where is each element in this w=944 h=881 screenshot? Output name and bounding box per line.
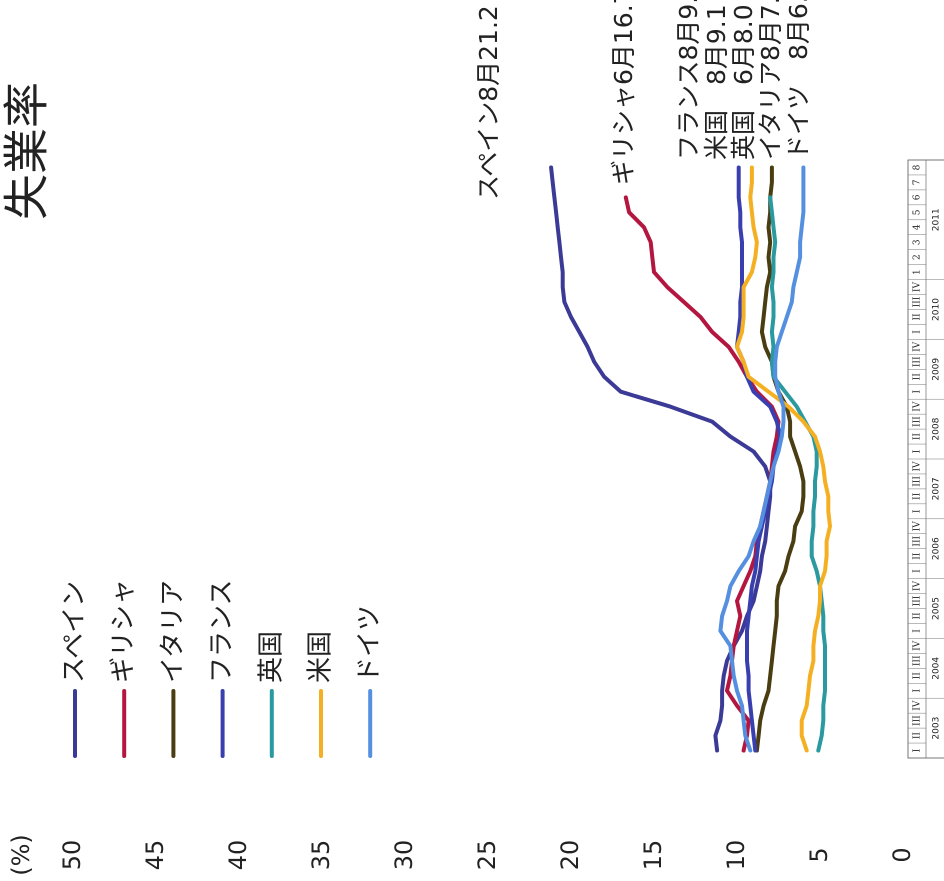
x-tick-label: IV: [913, 640, 923, 651]
year-label: 2008: [932, 417, 942, 440]
x-tick-label: 6: [913, 194, 923, 200]
x-tick-label: III: [913, 296, 923, 307]
x-tick-label: IV: [913, 401, 923, 412]
y-tick-label: 5: [805, 847, 833, 862]
x-tick-label: 8: [913, 164, 923, 170]
y-tick-label: 15: [639, 840, 667, 871]
year-label: 2006: [932, 537, 942, 560]
x-tick-label: IV: [913, 461, 923, 472]
x-tick-label: III: [913, 416, 923, 427]
y-tick-label: 10: [722, 840, 750, 871]
x-tick-label: 4: [913, 224, 923, 230]
year-label: 2005: [932, 597, 942, 620]
y-tick-label: 30: [390, 840, 418, 871]
year-label: 2010: [932, 298, 942, 321]
legend-label: 英国: [256, 631, 286, 683]
x-tick-label: II: [913, 672, 923, 680]
end-label: 米国 8月9.1: [702, 4, 731, 160]
x-tick-label: I: [913, 689, 923, 693]
y-tick-label: 40: [224, 840, 252, 871]
end-label: イタリア8月7.9: [756, 0, 785, 160]
legend-label: ドイツ: [355, 605, 385, 683]
series-line: [754, 165, 806, 753]
legend-label: 米国: [306, 631, 336, 683]
year-label: 2009: [932, 358, 942, 381]
x-tick-label: II: [913, 612, 923, 620]
end-label: スペイン8月21.2: [474, 5, 503, 200]
end-label: ドイツ 8月6.0: [784, 0, 813, 160]
series-line: [768, 195, 827, 753]
x-tick-label: II: [913, 373, 923, 381]
chart-title: 失業率: [0, 82, 54, 220]
x-tick-label: II: [913, 492, 923, 500]
end-label: フランス8月9.9: [674, 0, 703, 160]
y-tick-label: 20: [556, 840, 584, 871]
y-tick-label: 35: [307, 840, 335, 871]
x-tick-label: II: [913, 313, 923, 321]
y-tick-label: 25: [473, 840, 501, 871]
series-line: [735, 165, 832, 753]
legend-label: イタリア: [158, 580, 188, 683]
x-tick-label: III: [913, 476, 923, 487]
x-tick-label: IV: [913, 581, 923, 592]
x-tick-label: 2: [913, 254, 923, 260]
year-label: 2003: [932, 717, 942, 740]
x-tick-label: IV: [913, 282, 923, 293]
x-tick-label: I: [913, 390, 923, 394]
x-tick-label: II: [913, 552, 923, 560]
x-tick-label: IV: [913, 521, 923, 532]
x-tick-label: IV: [913, 341, 923, 352]
year-label: 2004: [932, 657, 942, 680]
year-label: 2007: [932, 477, 942, 500]
legend-label: フランス: [207, 580, 237, 683]
x-tick-label: III: [913, 715, 923, 726]
x-tick-label: I: [913, 569, 923, 573]
x-tick-label: 5: [913, 209, 923, 215]
x-tick-label: 1: [913, 269, 923, 275]
x-tick-label: II: [913, 433, 923, 441]
x-tick-label: III: [913, 655, 923, 666]
x-tick-label: I: [913, 330, 923, 334]
x-tick-label: I: [913, 449, 923, 453]
series-line: [718, 165, 806, 753]
end-label: ギリシャ6月16.7: [609, 0, 638, 185]
end-label: 英国 6月8.0: [729, 4, 758, 160]
x-tick-label: I: [913, 509, 923, 513]
legend-label: ギリシャ: [109, 579, 139, 683]
x-tick-label: I: [913, 629, 923, 633]
x-tick-label: III: [913, 535, 923, 546]
legend-label: スペイン: [60, 581, 90, 683]
y-tick-label: 45: [141, 840, 169, 871]
y-axis-label: (%): [7, 834, 35, 876]
x-tick-label: III: [913, 595, 923, 606]
x-tick-label: II: [913, 732, 923, 740]
x-tick-label: III: [913, 356, 923, 367]
y-tick-label: 0: [888, 847, 916, 862]
x-tick-label: I: [913, 748, 923, 752]
x-tick-label: 3: [913, 239, 923, 245]
y-tick-label: 50: [58, 840, 86, 871]
x-tick-label: 7: [913, 179, 923, 185]
x-tick-label: IV: [913, 700, 923, 711]
year-label: 2011: [932, 208, 942, 231]
